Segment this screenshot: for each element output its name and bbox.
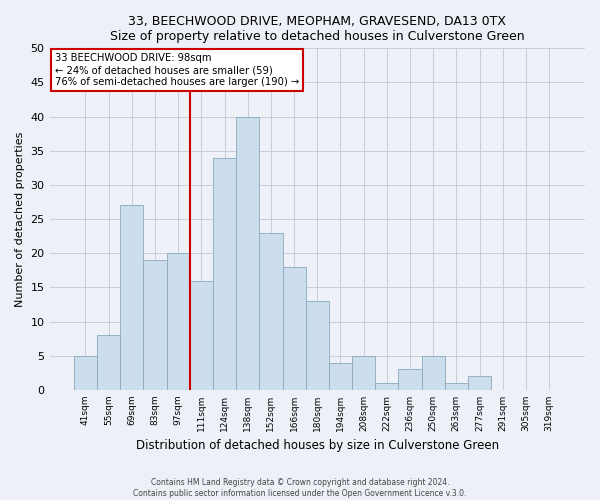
- Bar: [167, 254, 190, 390]
- Bar: [97, 336, 120, 390]
- Bar: [352, 356, 375, 390]
- Bar: [236, 116, 259, 390]
- Bar: [213, 158, 236, 390]
- Y-axis label: Number of detached properties: Number of detached properties: [15, 132, 25, 307]
- Bar: [398, 370, 422, 390]
- X-axis label: Distribution of detached houses by size in Culverstone Green: Distribution of detached houses by size …: [136, 440, 499, 452]
- Bar: [375, 383, 398, 390]
- Bar: [283, 267, 305, 390]
- Text: 33 BEECHWOOD DRIVE: 98sqm
← 24% of detached houses are smaller (59)
76% of semi-: 33 BEECHWOOD DRIVE: 98sqm ← 24% of detac…: [55, 54, 299, 86]
- Bar: [445, 383, 468, 390]
- Bar: [305, 301, 329, 390]
- Bar: [329, 362, 352, 390]
- Bar: [259, 233, 283, 390]
- Bar: [143, 260, 167, 390]
- Bar: [422, 356, 445, 390]
- Text: Contains HM Land Registry data © Crown copyright and database right 2024.
Contai: Contains HM Land Registry data © Crown c…: [133, 478, 467, 498]
- Title: 33, BEECHWOOD DRIVE, MEOPHAM, GRAVESEND, DA13 0TX
Size of property relative to d: 33, BEECHWOOD DRIVE, MEOPHAM, GRAVESEND,…: [110, 15, 524, 43]
- Bar: [120, 206, 143, 390]
- Bar: [74, 356, 97, 390]
- Bar: [468, 376, 491, 390]
- Bar: [190, 280, 213, 390]
